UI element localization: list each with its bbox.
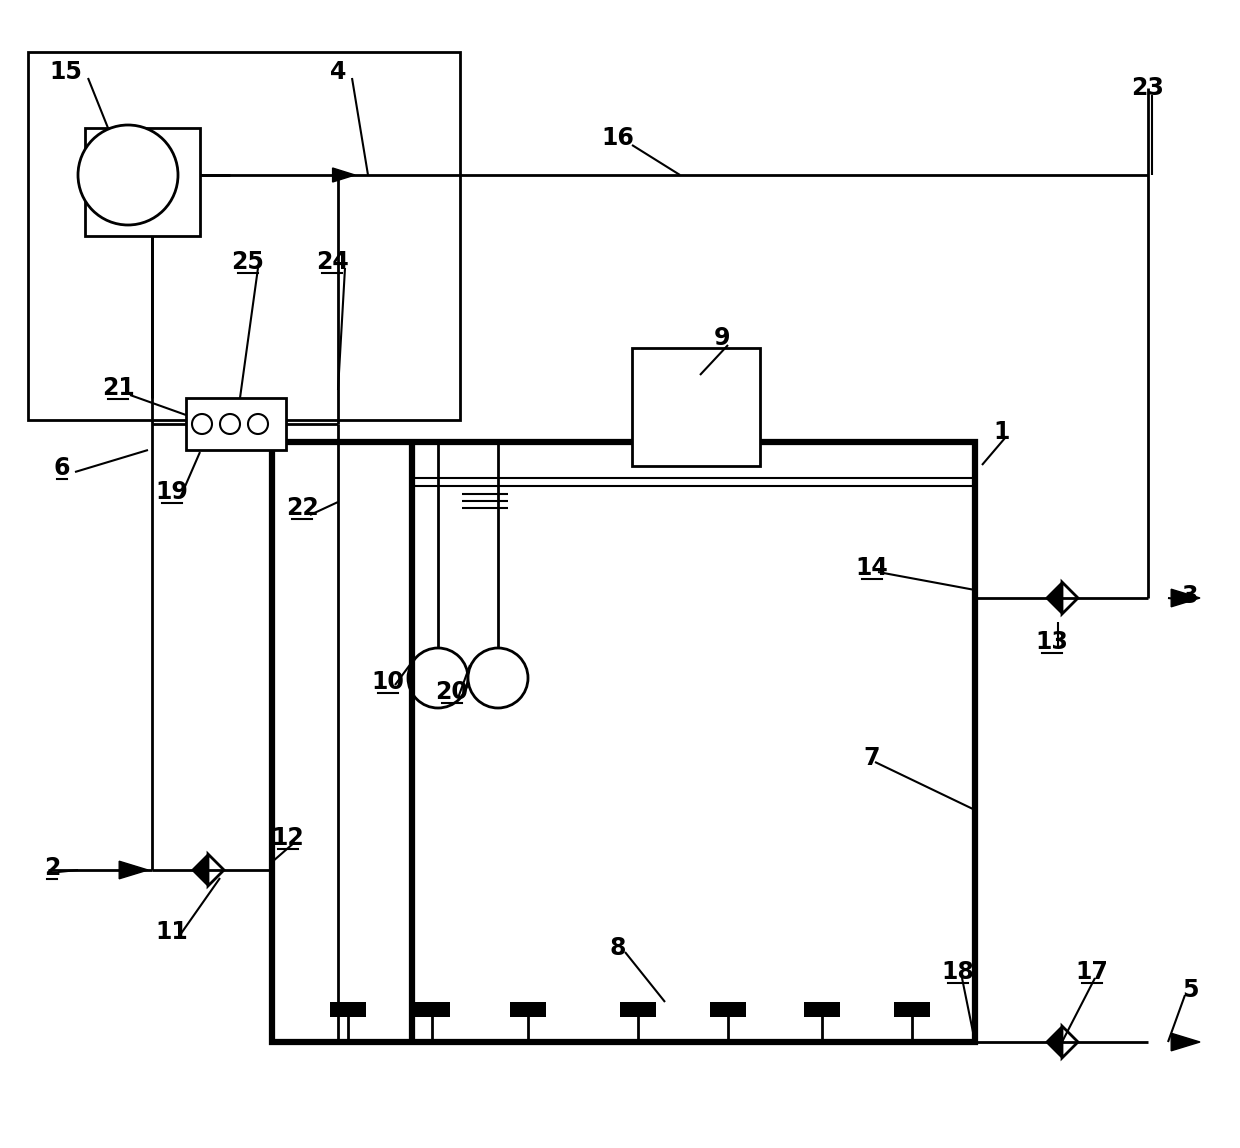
Text: 18: 18 <box>941 960 975 984</box>
Text: 21: 21 <box>102 377 134 400</box>
Circle shape <box>192 414 212 434</box>
Polygon shape <box>1172 1033 1200 1050</box>
Polygon shape <box>1172 589 1200 607</box>
Text: 8: 8 <box>610 936 626 960</box>
Text: 7: 7 <box>864 746 880 770</box>
Text: 14: 14 <box>856 556 888 580</box>
Bar <box>804 1002 839 1017</box>
Text: 11: 11 <box>156 920 188 944</box>
Bar <box>86 127 200 236</box>
Bar <box>186 398 286 450</box>
Polygon shape <box>119 861 148 879</box>
Text: 24: 24 <box>316 250 348 274</box>
Text: 17: 17 <box>1075 960 1109 984</box>
Text: 2: 2 <box>43 856 61 881</box>
Text: 13: 13 <box>1035 630 1069 654</box>
Circle shape <box>78 125 179 225</box>
Bar <box>620 1002 656 1017</box>
Text: 25: 25 <box>232 250 264 274</box>
Polygon shape <box>1061 1026 1078 1058</box>
Bar <box>510 1002 546 1017</box>
Text: 22: 22 <box>285 496 319 520</box>
Polygon shape <box>192 854 208 886</box>
Polygon shape <box>1047 582 1061 614</box>
Circle shape <box>219 414 241 434</box>
Text: 6: 6 <box>53 456 71 480</box>
Bar <box>272 442 975 1042</box>
Text: 10: 10 <box>372 670 404 695</box>
Bar <box>711 1002 746 1017</box>
Text: 16: 16 <box>601 126 635 150</box>
Bar <box>29 52 460 420</box>
Text: 23: 23 <box>1132 76 1164 100</box>
Bar <box>894 1002 930 1017</box>
Bar <box>414 1002 450 1017</box>
Bar <box>330 1002 366 1017</box>
Text: 5: 5 <box>1182 978 1198 1002</box>
Text: 3: 3 <box>1182 584 1198 608</box>
Bar <box>632 348 760 466</box>
Text: 20: 20 <box>435 680 469 704</box>
Text: 1: 1 <box>993 420 1011 444</box>
Text: 19: 19 <box>155 480 188 504</box>
Circle shape <box>248 414 268 434</box>
Text: 4: 4 <box>330 60 346 84</box>
Circle shape <box>467 647 528 708</box>
Polygon shape <box>332 168 355 183</box>
Polygon shape <box>208 854 224 886</box>
Polygon shape <box>1061 582 1078 614</box>
Text: 12: 12 <box>272 827 304 850</box>
Text: 15: 15 <box>50 60 82 84</box>
Polygon shape <box>1047 1026 1061 1058</box>
Circle shape <box>408 647 467 708</box>
Text: 9: 9 <box>714 326 730 350</box>
